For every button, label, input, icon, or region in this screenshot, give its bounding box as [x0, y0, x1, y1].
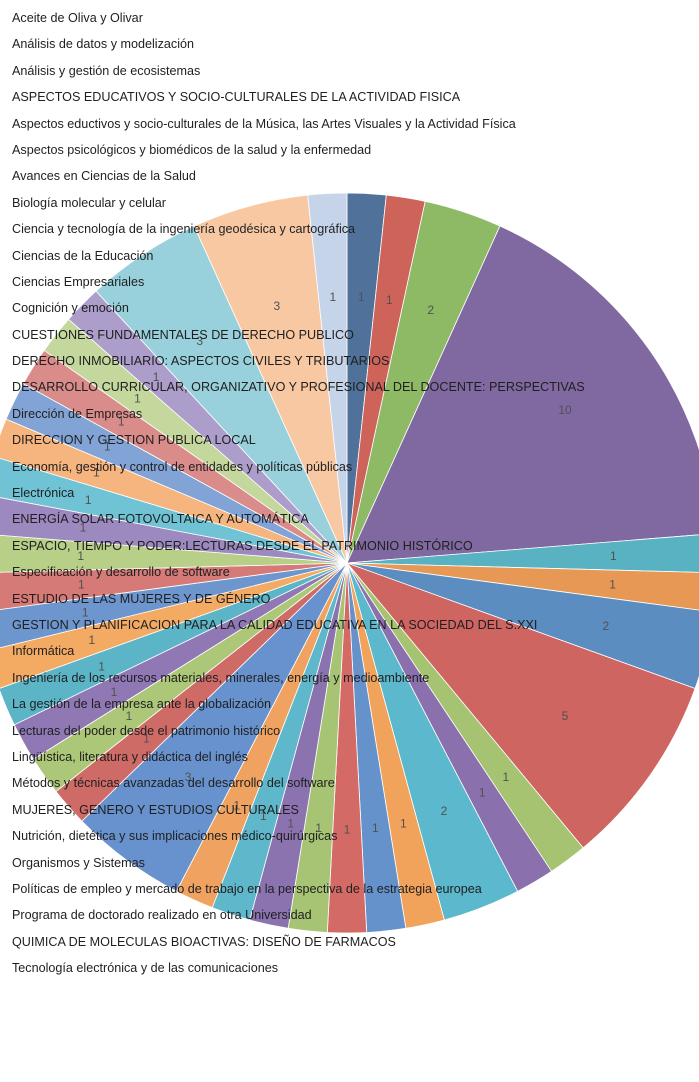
slice-value-label: 1: [260, 809, 267, 823]
slice-value-label: 1: [104, 440, 111, 454]
slice-value-label: 1: [329, 290, 336, 304]
pie-slice: [0, 562, 348, 610]
slice-value-label: 1: [80, 521, 87, 535]
slice-value-label: 5: [562, 709, 569, 723]
slice-value-label: 1: [111, 685, 118, 699]
slice-value-label: 2: [602, 619, 609, 633]
slice-value-label: 1: [89, 633, 96, 647]
slice-value-label: 1: [609, 577, 616, 591]
slice-value-label: 1: [344, 822, 351, 836]
slice-value-label: 1: [358, 290, 365, 304]
slice-value-label: 1: [93, 466, 100, 480]
slice-value-label: 1: [153, 370, 160, 384]
slice-value-label: 1: [118, 415, 125, 429]
slice-value-label: 1: [386, 293, 393, 307]
slice-value-label: 1: [134, 392, 141, 406]
slice-value-label: 1: [78, 577, 85, 591]
slice-value-label: 1: [287, 816, 294, 830]
slice-value-label: 1: [234, 799, 241, 813]
slice-value-label: 1: [503, 770, 510, 784]
slice-value-label: 1: [372, 821, 379, 835]
pie-slice: [346, 225, 699, 564]
slice-value-label: 1: [98, 660, 105, 674]
pie-slice: [0, 534, 348, 573]
slice-value-label: 10: [558, 403, 572, 417]
slice-value-label: 1: [479, 786, 486, 800]
slice-value-label: 3: [274, 299, 281, 313]
slice-value-label: 1: [315, 821, 322, 835]
pie-slice: [0, 562, 348, 689]
slice-value-label: 1: [143, 731, 150, 745]
slice-value-label: 1: [126, 709, 133, 723]
slice-value-label: 2: [441, 804, 448, 818]
slice-value-label: 1: [400, 816, 407, 830]
pie-slice: [0, 562, 348, 726]
slice-value-label: 1: [610, 549, 617, 563]
pie-slice: [345, 562, 696, 849]
slice-value-label: 1: [85, 493, 92, 507]
slice-value-label: 1: [82, 605, 89, 619]
slice-value-label: 3: [185, 770, 192, 784]
slice-value-label: 3: [196, 334, 203, 348]
slice-value-label: 2: [427, 303, 434, 317]
pie-slice: [346, 534, 699, 573]
pie-slice: [0, 562, 348, 649]
pie-slice: [307, 192, 348, 564]
slice-value-label: 1: [77, 549, 84, 563]
